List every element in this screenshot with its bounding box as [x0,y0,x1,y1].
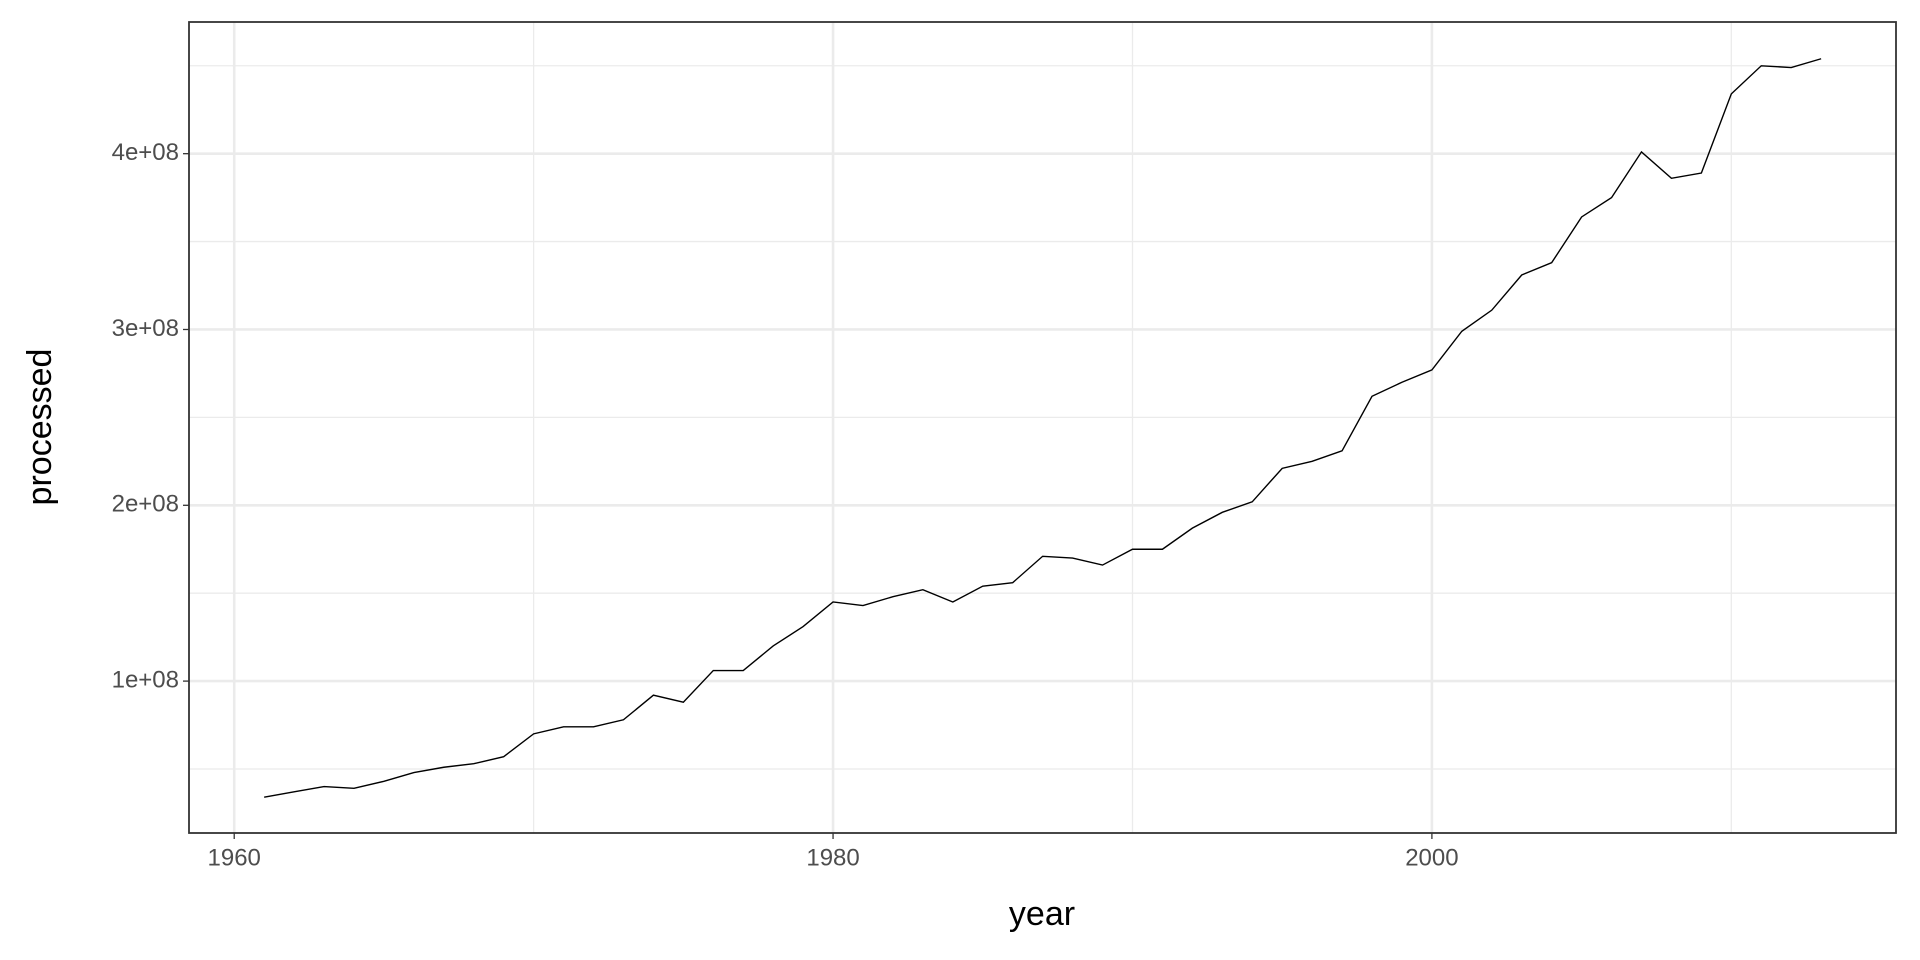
y-tick-label: 3e+08 [112,315,179,342]
data-line [264,58,1822,798]
x-axis-title: year [1009,895,1075,933]
x-tick-label: 2000 [1405,844,1458,871]
y-tick-label: 2e+08 [112,491,179,518]
y-tick-label: 1e+08 [112,666,179,693]
x-tick-label: 1960 [208,844,261,871]
y-tick-label: 4e+08 [112,139,179,166]
panel-border [188,21,1897,834]
grid [189,22,1896,833]
y-axis-title: processed [21,349,59,506]
plot-area: 1960 1980 2000 1e+08 2e+08 3e+08 4e+08 [112,21,1897,871]
x-tick-label: 1980 [806,844,859,871]
